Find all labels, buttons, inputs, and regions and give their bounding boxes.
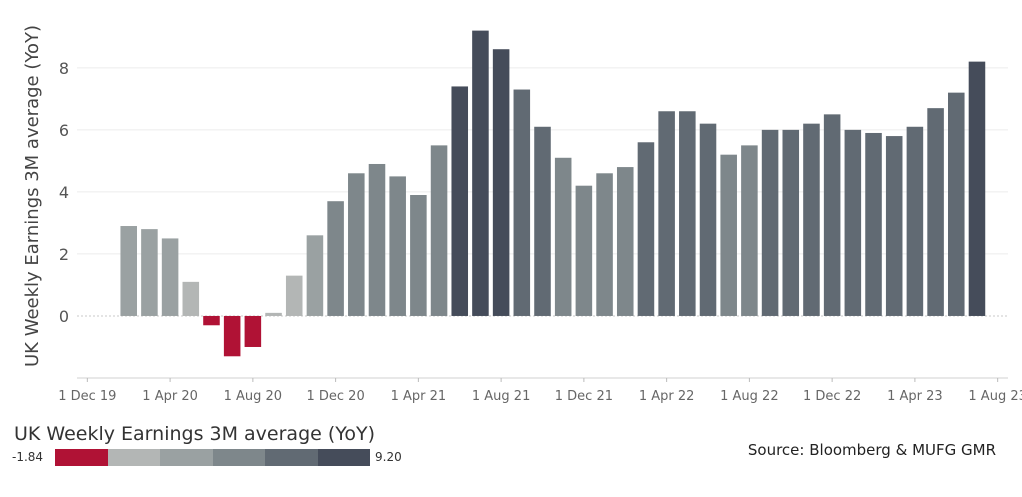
- bar-dec-22: [823, 114, 841, 316]
- bar-feb-21: [368, 163, 386, 316]
- color-scale-legend: [55, 449, 370, 466]
- bar-mar-20: [141, 229, 158, 316]
- bar-dec-21: [575, 185, 593, 316]
- bar-jun-22: [699, 123, 717, 316]
- bar-sep-20: [265, 312, 282, 316]
- x-tick-label: 1 Dec 20: [306, 389, 364, 404]
- bar-nov-20: [306, 235, 324, 316]
- x-tick-label: 1 Dec 19: [58, 389, 116, 404]
- bar-dec-20: [327, 201, 344, 316]
- bar-sep-21: [513, 89, 531, 316]
- x-tick-label: 1 Apr 20: [142, 389, 198, 404]
- x-tick-label: 1 Apr 21: [391, 389, 447, 404]
- bar-may-21: [430, 145, 448, 316]
- legend-min-label: -1.84: [12, 450, 44, 464]
- y-tick-label: 8: [59, 59, 69, 78]
- bar-jan-21: [348, 173, 365, 316]
- y-tick-label: 2: [59, 245, 69, 264]
- bar-jul-20: [223, 315, 241, 357]
- x-tick-label: 1 Apr 22: [639, 389, 695, 404]
- x-axis: 1 Dec 19 1 Apr 20 1 Aug 20 1 Dec 20 1 Apr 21…: [58, 377, 1022, 404]
- bar-aug-21: [492, 49, 510, 316]
- y-axis: 0 2 4 6 8: [59, 59, 69, 326]
- bar-jul-23: [968, 61, 986, 316]
- y-tick-label: 0: [59, 307, 69, 326]
- bar-apr-22: [658, 111, 675, 316]
- bar-aug-22: [741, 145, 758, 316]
- x-tick-label: 1 Dec 21: [555, 389, 613, 404]
- x-tick-label: 1 Aug 23: [968, 389, 1022, 404]
- legend-segment-1: [55, 449, 108, 466]
- y-axis-label: UK Weekly Earnings 3M average (YoY): [22, 25, 43, 367]
- bar-may-20: [182, 281, 200, 316]
- source-note: Source: Bloomberg & MUFG GMR: [747, 441, 996, 459]
- x-tick-label: 1 Aug 20: [224, 389, 282, 404]
- bar-chart: 1 Dec 19 1 Apr 20 1 Aug 20 1 Dec 20 1 Apr 21…: [22, 25, 1022, 404]
- bar-jan-23: [844, 129, 862, 316]
- x-tick-label: 1 Aug 22: [720, 389, 778, 404]
- y-tick-label: 4: [59, 183, 69, 202]
- bars: [120, 30, 986, 357]
- legend-max-label: 9.20: [375, 450, 402, 464]
- bar-may-23: [927, 108, 944, 316]
- bar-mar-21: [389, 176, 406, 316]
- x-tick-label: 1 Aug 21: [472, 389, 530, 404]
- y-tick-label: 6: [59, 121, 69, 140]
- bar-jan-22: [596, 173, 613, 316]
- bar-oct-21: [534, 126, 551, 316]
- bar-feb-22: [616, 167, 634, 316]
- legend-segment-2: [107, 449, 160, 466]
- legend-title: UK Weekly Earnings 3M average (YoY): [14, 423, 375, 445]
- bar-nov-21: [554, 157, 572, 316]
- bar-mar-22: [637, 142, 655, 316]
- bar-oct-22: [782, 129, 800, 316]
- bar-jul-21: [472, 30, 489, 316]
- bar-feb-23: [865, 132, 882, 316]
- bar-may-22: [679, 111, 696, 316]
- legend-segment-6: [317, 449, 370, 466]
- bar-jul-22: [720, 154, 737, 316]
- legend-segment-4: [212, 449, 265, 466]
- bar-sep-22: [761, 129, 779, 316]
- x-tick-label: 1 Dec 22: [803, 389, 861, 404]
- bar-oct-20: [285, 275, 303, 316]
- bar-jun-21: [451, 86, 469, 316]
- bar-nov-22: [803, 123, 820, 316]
- bar-jun-23: [948, 92, 965, 316]
- bar-apr-21: [410, 195, 427, 316]
- bar-feb-20: [120, 226, 137, 316]
- legend-segment-5: [265, 449, 318, 466]
- bar-jun-20: [203, 315, 220, 326]
- x-tick-label: 1 Apr 23: [887, 389, 943, 404]
- bar-mar-23: [885, 136, 903, 316]
- bar-aug-20: [244, 315, 262, 347]
- legend-segment-3: [160, 449, 213, 466]
- bar-apr-20: [161, 238, 179, 316]
- bar-apr-23: [906, 126, 924, 316]
